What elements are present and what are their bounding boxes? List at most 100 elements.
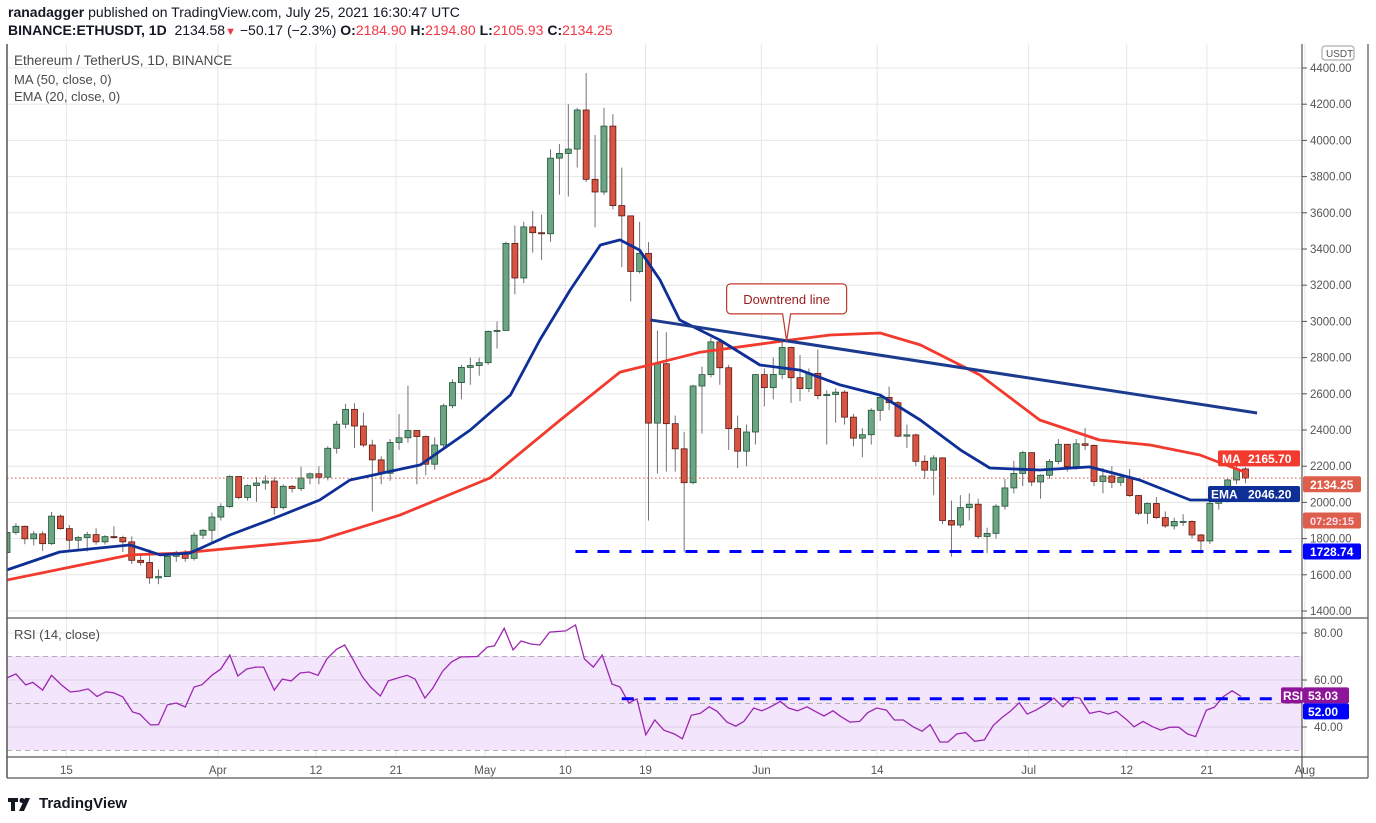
x-tick-label: 10 [559,765,572,777]
candle [351,403,358,449]
candle [564,104,572,197]
candle-body-down [351,408,358,427]
candle-body-down [680,448,688,484]
rsi-pane[interactable] [7,623,1302,743]
candle [163,555,171,578]
candle [573,107,581,168]
price-change: −50.17 (−2.3%) [239,22,337,38]
candle [190,532,198,561]
candle-body-down [921,460,929,471]
candle [413,430,421,485]
candle [261,475,269,490]
downtrend-label: Downtrend line [743,292,830,307]
candle [1054,439,1062,465]
rsi-tag-value-bg [1303,687,1349,704]
rsi-tick-label: 80.00 [1314,628,1343,640]
candle [297,466,305,491]
candle-body-up [903,434,911,437]
candle-body-up [342,408,349,425]
candle [689,384,697,485]
candle [698,366,706,434]
candle-body-up [7,532,11,553]
rsi-tag-label: RSI [1283,689,1303,703]
candle [662,332,670,472]
rsi-grid [7,632,1302,751]
ma-legend[interactable]: MA (50, close, 0) [14,72,112,87]
candle-body-up [163,555,171,578]
candle [734,415,742,469]
y-tick-label: 4000.00 [1310,135,1352,147]
candle-body-up [858,434,866,439]
support-tag [1303,543,1361,560]
candle-body-down [413,430,421,437]
candle [1188,520,1196,539]
candle-body-up [823,394,831,397]
candle [155,569,162,585]
candle-body-down [618,205,626,217]
candle [324,446,332,481]
candle-body-up [155,576,162,579]
rsi-tag-value: 53.03 [1308,689,1338,703]
x-tick-label: 14 [871,765,884,777]
countdown-tag [1303,512,1361,529]
candle [912,433,920,467]
candle-body-down [368,444,376,461]
candle [440,403,447,449]
candle [12,523,20,535]
y-tick-label: 2400.00 [1310,425,1352,437]
tradingview-logo-icon [8,797,30,811]
candle-body-up [769,374,777,389]
rsi-legend[interactable]: RSI (14, close) [14,627,100,642]
candle-body-up [484,330,492,364]
price-pane[interactable]: Downtrend line [4,73,1302,585]
candle [547,149,554,242]
candle-body-up [1206,502,1214,542]
candle-body-down [609,125,617,206]
candle [725,364,733,450]
candle-body-up [1054,443,1062,462]
candle-body-up [244,485,251,498]
candle [760,368,768,407]
author-name[interactable]: ranadagger [8,4,85,20]
ema-tag-label: EMA [1211,488,1238,502]
candle [1170,517,1178,530]
candle-body-down [315,473,323,478]
candle [1090,444,1098,487]
candle [965,493,973,521]
ema-tag-bg [1208,486,1300,503]
candle [680,431,688,552]
candle [21,525,29,545]
candle [30,531,38,546]
candle-body-up [965,503,973,509]
candle [930,455,938,496]
ema-legend[interactable]: EMA (20, close, 0) [14,89,121,104]
candle [270,477,278,515]
candle-body-down [1063,443,1071,467]
candle-body-up [217,506,225,518]
candle [475,357,483,376]
candle-body-down [511,242,519,279]
x-tick-label: 19 [639,765,652,777]
candle [1126,468,1134,497]
candle [654,330,661,474]
x-tick-label: May [474,765,496,777]
candle [493,321,501,349]
y-tick-label: 3200.00 [1310,280,1352,292]
candle-body-up [395,437,403,443]
candle-body-down [591,178,599,193]
candle [386,439,394,481]
rsi-band [7,656,1302,750]
candle-body-up [458,366,465,383]
candle [823,390,831,445]
candle-body-up [12,525,20,533]
candle [128,536,136,564]
support-tag-value: 1728.74 [1310,545,1354,559]
tradingview-logo[interactable]: TradingView [8,795,127,812]
candle [707,337,715,378]
candle-body-up [689,385,697,484]
candle [1108,466,1116,488]
candle-body-up [30,533,38,540]
candle-body-up [279,485,287,509]
candle [627,215,635,302]
